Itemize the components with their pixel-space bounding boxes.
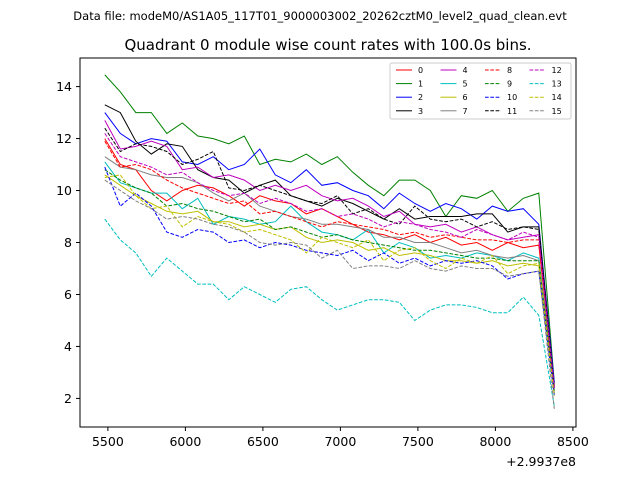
legend-label-2: 2 (418, 93, 423, 102)
x-offset-label: +2.9937e8 (506, 454, 576, 469)
series-line-15 (104, 179, 555, 409)
legend-label-9: 9 (507, 80, 512, 89)
legend-label-14: 14 (552, 93, 562, 102)
series-line-4 (104, 120, 555, 389)
legend-label-7: 7 (463, 107, 468, 116)
legend-label-0: 0 (418, 66, 423, 75)
legend-label-13: 13 (552, 80, 562, 89)
y-tick-label: 10 (56, 183, 72, 198)
legend-box (389, 62, 572, 120)
series-line-13 (104, 218, 555, 407)
series-line-9 (104, 169, 555, 394)
series-line-3 (104, 104, 555, 389)
legend-label-3: 3 (418, 107, 423, 116)
y-tick-label: 2 (64, 391, 72, 406)
legend-label-11: 11 (507, 107, 517, 116)
legend-label-15: 15 (552, 107, 562, 116)
series-line-5 (104, 161, 555, 391)
legend-label-8: 8 (507, 66, 512, 75)
series-line-2 (104, 112, 555, 383)
y-tick-label: 4 (64, 339, 72, 354)
series-line-12 (104, 133, 555, 389)
legend-label-1: 1 (418, 80, 423, 89)
x-axis: 5500 6000 6500 7000 7500 8000 8500 (92, 427, 589, 449)
y-axis: 2 4 6 8 10 12 14 (56, 79, 80, 406)
chart-title: Quadrant 0 module wise count rates with … (124, 36, 531, 54)
legend-label-6: 6 (463, 93, 468, 102)
legend-label-12: 12 (552, 66, 562, 75)
series-line-7 (104, 156, 555, 394)
x-tick-label: 8000 (479, 434, 511, 449)
series-line-1 (104, 74, 555, 383)
series-line-11 (104, 127, 555, 389)
y-tick-label: 12 (56, 131, 72, 146)
series-line-6 (104, 174, 555, 394)
plot-area (104, 74, 555, 409)
x-tick-label: 6500 (247, 434, 279, 449)
x-tick-label: 7000 (324, 434, 356, 449)
x-tick-label: 6000 (169, 434, 201, 449)
series-line-14 (104, 174, 555, 396)
x-tick-label: 5500 (92, 434, 124, 449)
x-tick-label: 7500 (402, 434, 434, 449)
x-tick-label: 8500 (557, 434, 589, 449)
series-line-8 (104, 140, 555, 391)
y-tick-label: 14 (56, 79, 72, 94)
series-line-10 (104, 166, 555, 396)
y-tick-label: 8 (64, 235, 72, 250)
legend-label-5: 5 (463, 80, 468, 89)
y-tick-label: 6 (64, 287, 72, 302)
suptitle: Data file: modeM0/AS1A05_117T01_90000030… (73, 9, 567, 23)
legend-label-10: 10 (507, 93, 517, 102)
legend-label-4: 4 (463, 66, 468, 75)
